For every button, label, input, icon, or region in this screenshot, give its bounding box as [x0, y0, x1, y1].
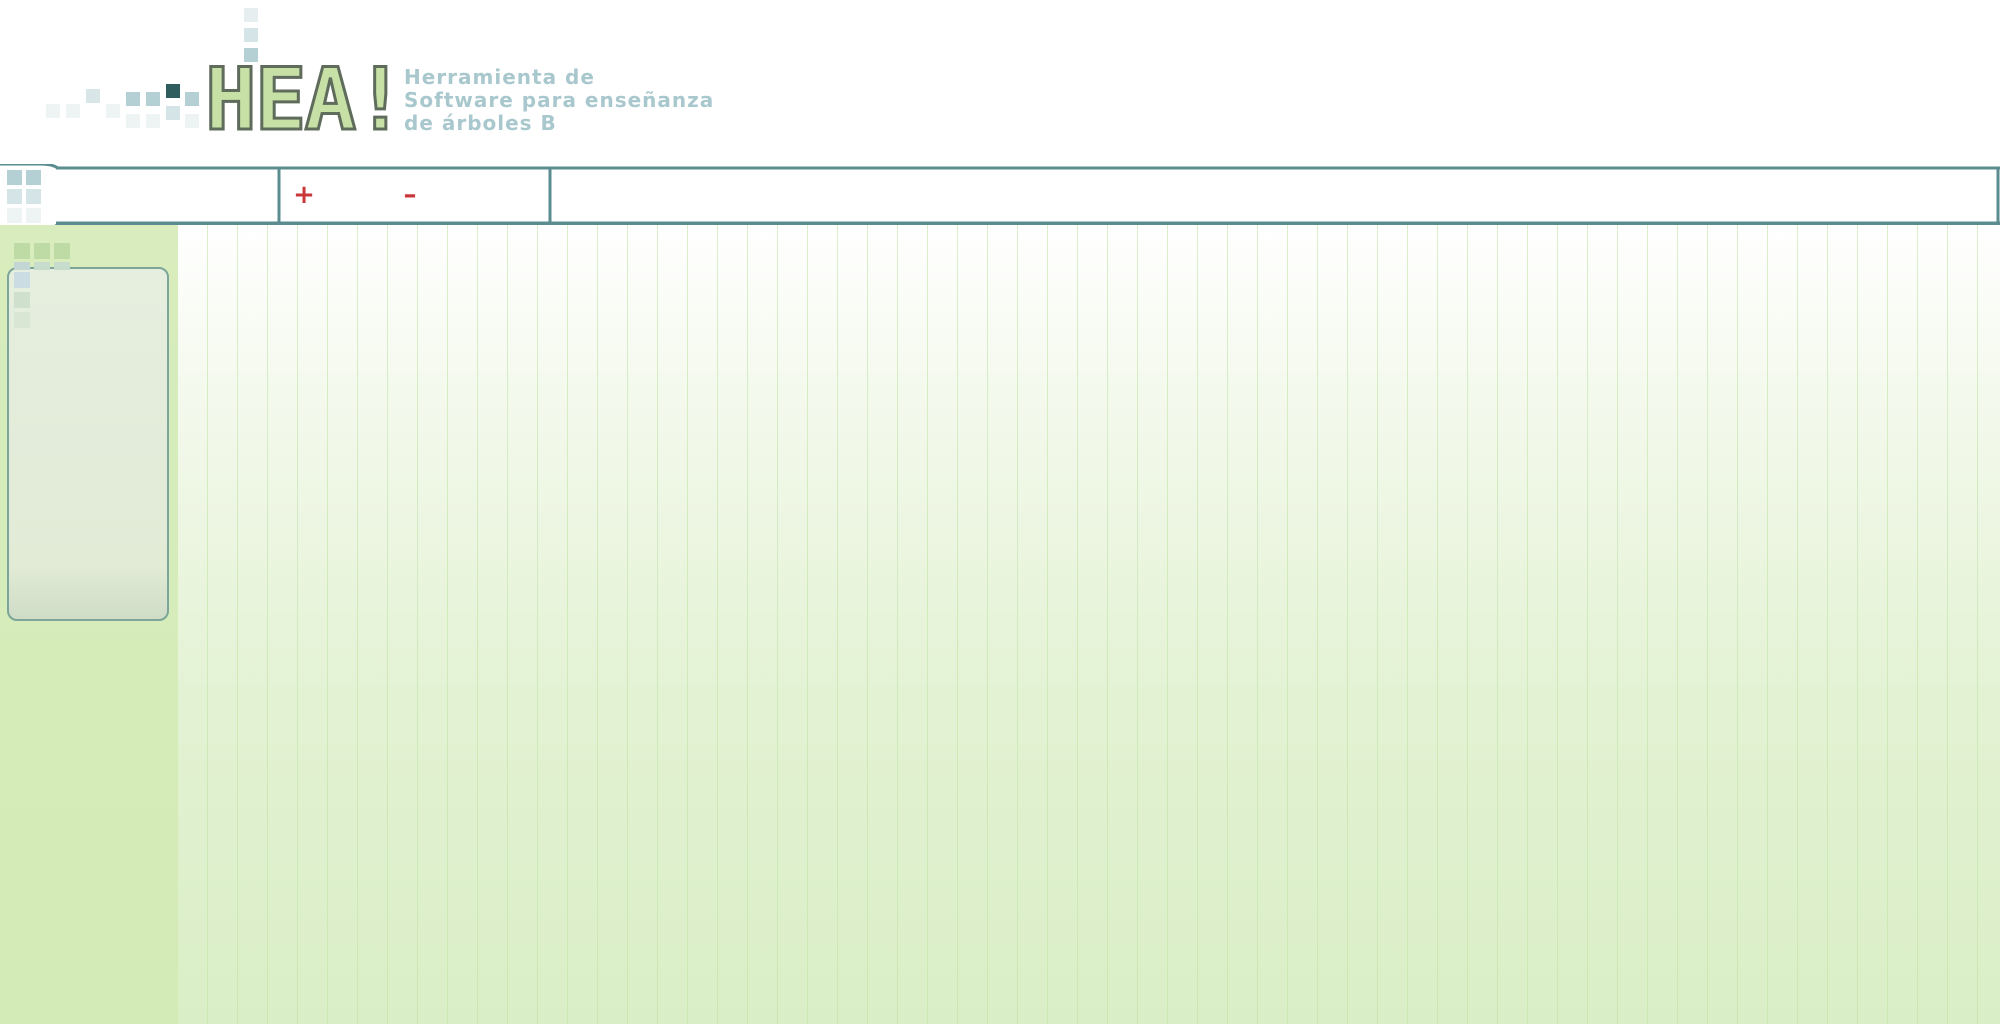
toolbar-section-right — [553, 167, 1996, 223]
tagline-line-2: Software para enseñanza — [404, 88, 715, 112]
tagline-line-3: de árboles B — [404, 111, 557, 135]
toolbar: + – — [0, 164, 2000, 232]
tree-canvas[interactable] — [178, 225, 2000, 1024]
toolbar-section-left — [55, 167, 275, 223]
sidebar-panel — [7, 267, 169, 621]
insert-button[interactable]: + — [288, 180, 320, 210]
plus-icon: + — [293, 180, 315, 210]
delete-button[interactable]: – — [394, 180, 426, 210]
app-logo: HEA! — [203, 50, 407, 150]
app-tagline: Herramienta de Software para enseñanza d… — [404, 66, 714, 135]
tagline-line-1: Herramienta de — [404, 65, 595, 89]
app-header: HEA! Herramienta de Software para enseña… — [0, 0, 2000, 160]
minus-icon: – — [403, 180, 417, 210]
